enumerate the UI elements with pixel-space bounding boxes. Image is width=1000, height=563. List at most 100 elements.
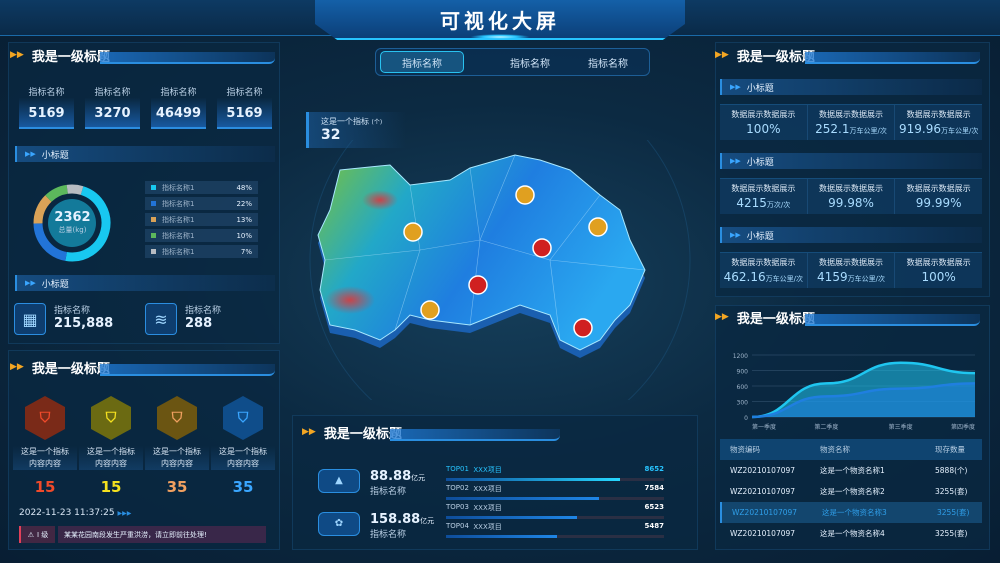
alert-level: ⚠ I 级 xyxy=(19,526,55,543)
tab-indicator-3[interactable]: 指标名称 xyxy=(588,58,628,70)
alarm-count: 15 xyxy=(34,478,56,496)
data-label: 数据展示数据展示 xyxy=(731,184,796,193)
table-row[interactable]: WZ20210107097 这是一个物资名称1 5888(个) xyxy=(720,460,982,481)
kpi-label: 指标名称 xyxy=(160,88,197,98)
data-row: 数据展示数据展示 100% 数据展示数据展示 252.1万车公里/次 数据展示数据展示 9… xyxy=(720,104,982,140)
map-location-marker[interactable] xyxy=(420,300,440,320)
subtitle-bar: ▶▶ 小标题 xyxy=(720,227,982,243)
rank-name: XXX项目 xyxy=(473,523,502,531)
data-label: 数据展示数据展示 xyxy=(819,258,883,267)
tab-indicator-2[interactable]: 指标名称 xyxy=(510,58,550,70)
kpi-card: 指标名称 5169 xyxy=(217,85,272,129)
y-tick-label: 0 xyxy=(744,415,748,422)
legend-item: 指标名称1 13% xyxy=(145,213,258,226)
data-row: 数据展示数据展示 4215万次/次 数据展示数据展示 99.98% 数据展示数据展示 99… xyxy=(720,178,982,214)
section-title: ▶▶ 我是一级标题 xyxy=(10,357,110,377)
left-panel-alarms xyxy=(8,350,280,550)
map-location-marker[interactable] xyxy=(532,238,552,258)
table-cell: 这是一个物资名称1 xyxy=(820,466,885,475)
table-row[interactable]: WZ20210107097 这是一个物资名称3 3255(套) xyxy=(720,502,982,523)
table-row[interactable]: WZ20210107097 这是一个物资名称4 3255(套) xyxy=(720,523,982,544)
arrow-icon: ▶▶ xyxy=(10,362,24,372)
money-unit: 亿元 xyxy=(420,517,435,525)
rank-value: 5487 xyxy=(644,522,664,530)
legend-swatch xyxy=(151,249,156,254)
section-title-text: 我是一级标题 xyxy=(736,49,815,65)
data-value: 462.16 xyxy=(723,270,766,284)
chart-growth-icon: ▲ xyxy=(318,469,360,493)
arrow-icon: ▶▶ xyxy=(715,312,729,322)
tab-indicator-1[interactable]: 指标名称 xyxy=(380,51,464,73)
rank-bar-fill xyxy=(446,535,557,538)
title-decoration xyxy=(390,429,560,441)
kpi-value: 3270 xyxy=(94,106,131,121)
table-cell: 这是一个物资名称3 xyxy=(822,508,887,517)
top-ranking-item: TOP01 XXX项目 8652 xyxy=(446,465,664,481)
rank-bar-fill xyxy=(446,516,578,519)
region-map[interactable] xyxy=(300,140,700,400)
gear-icon: ✿ xyxy=(318,512,360,536)
map-region[interactable] xyxy=(317,154,646,351)
shield-alert-icon: ⛉ xyxy=(223,396,263,440)
indicator-unit: (个) xyxy=(371,119,383,126)
area-series-2 xyxy=(752,383,975,417)
data-cell: 数据展示数据展示 252.1万车公里/次 xyxy=(808,105,896,140)
rank-bar xyxy=(446,516,664,519)
boxes-icon: ▦ xyxy=(14,303,46,335)
shield-alert-icon: ⛉ xyxy=(25,396,65,440)
map-location-marker[interactable] xyxy=(588,217,608,237)
data-label: 数据展示数据展示 xyxy=(731,258,796,267)
rank-bar-fill xyxy=(446,478,621,481)
x-tick-label: 第四季度 xyxy=(951,423,975,431)
alarm-text-line: 这是一个指标 xyxy=(153,447,201,456)
donut-center: 2362 总量(kg) xyxy=(45,210,100,235)
table-cell: 这是一个物资名称2 xyxy=(820,487,885,496)
map-location-marker[interactable] xyxy=(468,275,488,295)
kpi-card: 指标名称 5169 xyxy=(19,85,74,129)
donut-segment xyxy=(33,195,52,224)
money-item: ✿ 158.88亿元 指标名称 xyxy=(318,508,434,540)
section-title: ▶▶ 我是一级标题 xyxy=(715,307,815,327)
table-cell: 这是一个物资名称4 xyxy=(820,529,885,538)
alert-banner[interactable]: ⚠ I 级 某某花园南段发生严重洪涝，请立即前往处理! xyxy=(19,526,266,543)
line-series-2 xyxy=(751,382,976,419)
section-title: ▶▶ 我是一级标题 xyxy=(715,45,815,65)
materials-table: 物资编码 物资名称 现存数量 WZ20210107097 这是一个物资名称1 5888(个… xyxy=(720,439,982,544)
map-location-marker[interactable] xyxy=(573,318,593,338)
section-title-text: 我是一级标题 xyxy=(736,311,815,327)
data-unit: 万车公里/次 xyxy=(849,127,887,135)
map-hotspot xyxy=(362,190,398,210)
title-frame xyxy=(315,0,685,40)
legend-item: 指标名称1 10% xyxy=(145,229,258,242)
legend-pct: 13% xyxy=(236,215,252,224)
data-cell: 数据展示数据展示 919.96万车公里/次 xyxy=(895,105,982,140)
datetime-text: 2022-11-23 11:37:25 xyxy=(19,508,115,518)
map-location-marker[interactable] xyxy=(515,185,535,205)
shield-alert-icon: ⛉ xyxy=(157,396,197,440)
map-location-marker[interactable] xyxy=(403,222,423,242)
money-item: ▲ 88.88亿元 指标名称 xyxy=(318,465,425,497)
rank-bar-fill xyxy=(446,497,599,500)
y-tick-label: 600 xyxy=(737,384,749,391)
table-header: 物资编码 物资名称 现存数量 xyxy=(720,439,982,460)
top-ranking-item: TOP04 XXX项目 5487 xyxy=(446,522,664,538)
subtitle-bar: ▶▶ 小标题 xyxy=(15,275,275,291)
money-label: 指标名称 xyxy=(370,487,407,497)
table-cell: WZ20210107097 xyxy=(732,508,798,517)
legend-name: 指标名称1 xyxy=(162,247,195,256)
stat-label: 指标名称 xyxy=(185,306,222,316)
alarm-text-line: 这是一个指标 xyxy=(21,447,69,456)
legend-pct: 48% xyxy=(236,183,252,192)
table-row[interactable]: WZ20210107097 这是一个物资名称2 3255(套) xyxy=(720,481,982,502)
column-header: 物资编码 xyxy=(730,445,760,454)
legend-name: 指标名称1 xyxy=(162,199,195,208)
page-title: 可视化大屏 xyxy=(440,9,560,33)
rank-bar xyxy=(446,497,664,500)
x-tick-label: 第三季度 xyxy=(889,423,913,431)
alarm-text-line: 这是一个指标 xyxy=(219,447,267,456)
rank-label: TOP03 xyxy=(446,503,469,511)
arrow-icon: ▶▶ xyxy=(25,279,36,287)
data-value: 99.98% xyxy=(828,196,874,210)
table-cell: WZ20210107097 xyxy=(730,466,796,475)
legend-swatch xyxy=(151,217,156,222)
